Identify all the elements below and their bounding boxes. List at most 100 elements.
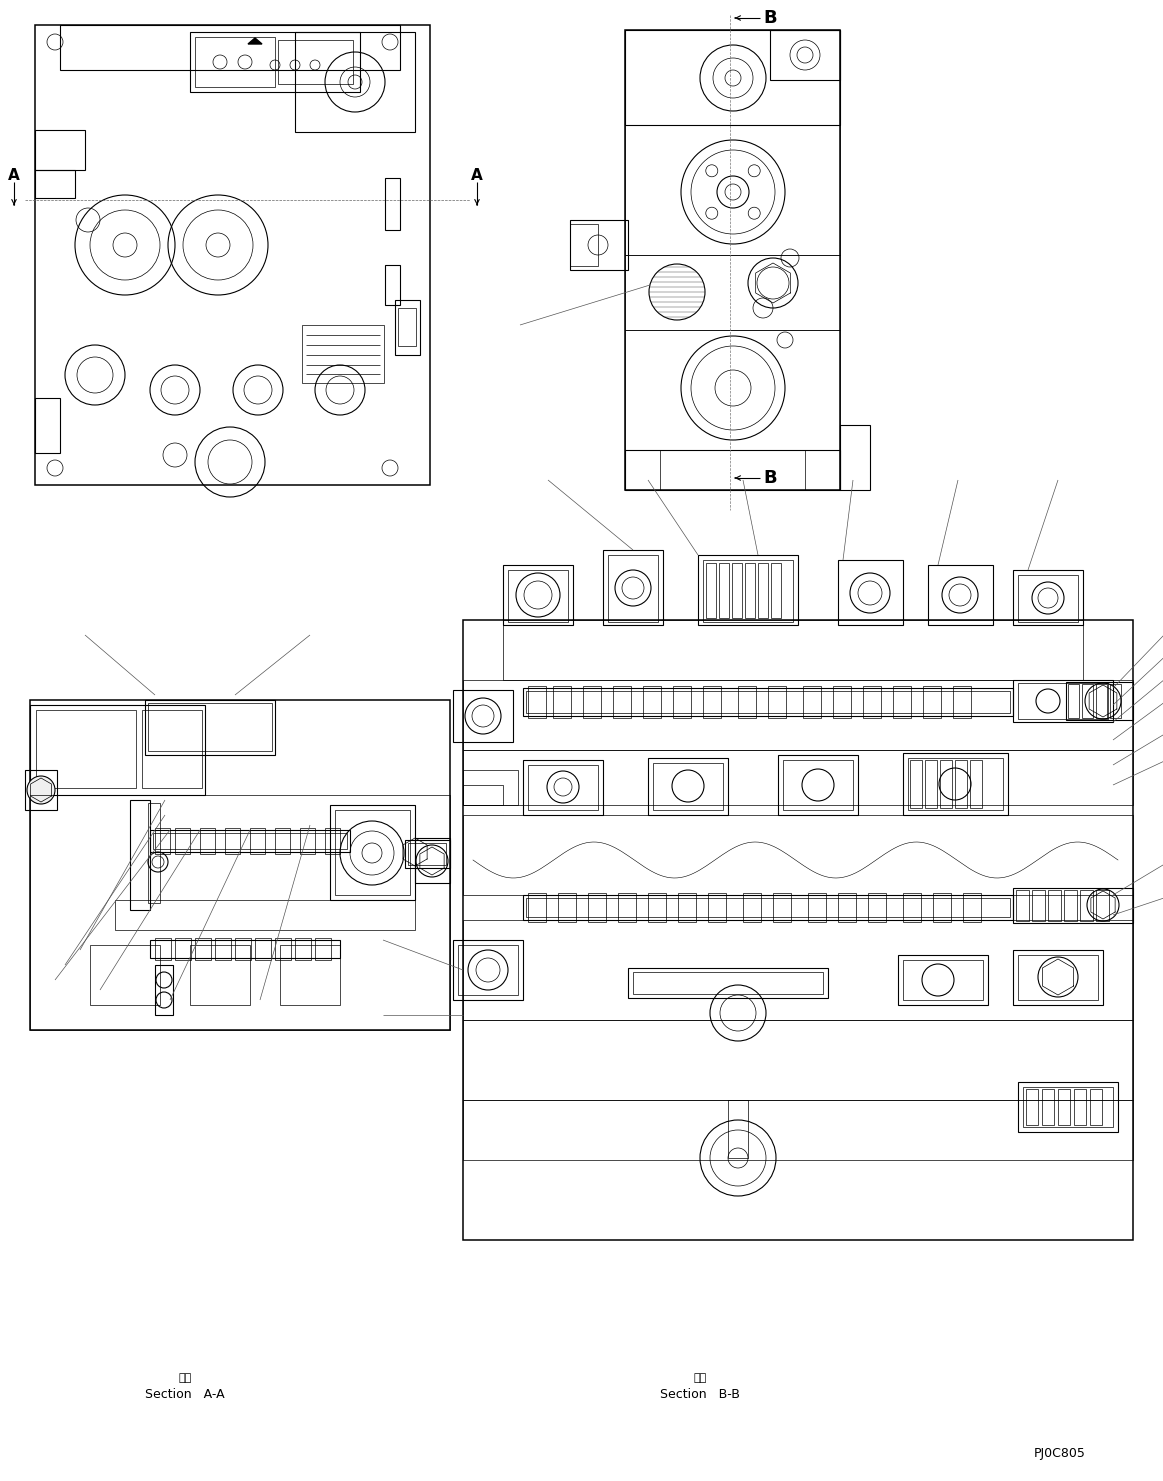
Bar xyxy=(602,549,663,625)
Bar xyxy=(1013,680,1113,723)
Bar xyxy=(398,308,416,347)
Bar xyxy=(1042,1089,1054,1126)
Bar xyxy=(909,760,922,809)
Bar xyxy=(633,972,823,994)
Bar xyxy=(454,690,513,742)
Bar xyxy=(150,940,340,958)
Bar xyxy=(839,893,856,923)
Bar xyxy=(1023,1087,1113,1127)
Bar xyxy=(142,709,202,788)
Bar xyxy=(1016,890,1029,921)
Bar xyxy=(36,709,136,788)
Bar xyxy=(625,330,840,450)
Bar xyxy=(335,810,411,895)
Bar xyxy=(1018,1083,1118,1131)
Bar xyxy=(970,760,982,809)
Text: Section   B-B: Section B-B xyxy=(661,1389,740,1401)
Bar xyxy=(933,893,951,923)
Bar xyxy=(274,937,291,960)
Bar xyxy=(463,1100,1133,1160)
Bar xyxy=(770,30,840,80)
Bar xyxy=(528,686,545,718)
Bar xyxy=(1096,684,1107,718)
Bar xyxy=(743,893,761,923)
Bar xyxy=(154,832,347,849)
Bar xyxy=(940,760,952,809)
Bar xyxy=(678,893,695,923)
Bar xyxy=(155,828,170,855)
Bar xyxy=(1073,1089,1086,1126)
Bar xyxy=(1082,684,1093,718)
Bar xyxy=(745,563,755,618)
Bar xyxy=(732,563,742,618)
Bar xyxy=(215,937,231,960)
Bar xyxy=(148,803,160,903)
Bar xyxy=(174,828,190,855)
Bar xyxy=(625,30,840,124)
Bar xyxy=(1032,890,1046,921)
Bar xyxy=(90,945,160,1006)
Bar xyxy=(463,920,1133,1020)
Text: PJ0C805: PJ0C805 xyxy=(1034,1447,1086,1459)
Bar xyxy=(768,686,786,718)
Text: B: B xyxy=(763,9,777,27)
Bar xyxy=(463,749,1133,806)
Bar xyxy=(300,828,315,855)
Bar xyxy=(1068,684,1079,718)
Circle shape xyxy=(27,776,55,804)
Bar xyxy=(255,937,271,960)
Bar xyxy=(250,828,265,855)
Bar xyxy=(652,763,723,810)
Bar xyxy=(408,843,445,865)
Bar xyxy=(1018,955,1098,1000)
Bar xyxy=(1066,681,1133,720)
Bar xyxy=(35,170,74,198)
Bar xyxy=(778,755,858,815)
Bar xyxy=(706,563,716,618)
Bar xyxy=(952,686,971,718)
Bar xyxy=(504,564,573,625)
Bar xyxy=(608,555,658,622)
Bar xyxy=(925,760,937,809)
Bar xyxy=(1018,683,1108,718)
Bar xyxy=(395,301,420,355)
Bar xyxy=(30,705,205,795)
Bar xyxy=(60,25,400,70)
Bar xyxy=(613,686,632,718)
Bar xyxy=(588,893,606,923)
Bar xyxy=(1064,890,1077,921)
Bar xyxy=(324,828,340,855)
Bar xyxy=(415,838,450,883)
Polygon shape xyxy=(248,39,262,44)
Bar xyxy=(808,893,826,923)
Text: 断面: 断面 xyxy=(693,1373,707,1383)
Bar xyxy=(1013,570,1083,625)
Bar xyxy=(200,828,215,855)
Bar xyxy=(628,969,828,998)
Bar xyxy=(195,37,274,87)
Bar xyxy=(330,806,415,900)
Bar xyxy=(625,30,840,490)
Bar xyxy=(405,840,450,868)
Bar xyxy=(902,752,1008,815)
Text: B: B xyxy=(763,469,777,487)
Text: A: A xyxy=(8,167,20,182)
Bar xyxy=(278,40,354,84)
Bar xyxy=(955,760,966,809)
Bar xyxy=(526,897,1009,917)
Bar xyxy=(963,893,982,923)
Bar xyxy=(552,686,571,718)
Bar xyxy=(570,221,628,270)
Bar xyxy=(145,701,274,755)
Bar xyxy=(719,563,729,618)
Bar xyxy=(928,564,993,625)
Bar xyxy=(893,686,911,718)
Bar xyxy=(295,33,415,132)
Bar xyxy=(463,621,1133,1240)
Bar xyxy=(190,33,361,92)
Bar xyxy=(643,686,661,718)
Bar xyxy=(708,893,726,923)
Bar xyxy=(771,563,782,618)
Bar xyxy=(758,563,768,618)
Bar xyxy=(1090,1089,1103,1126)
